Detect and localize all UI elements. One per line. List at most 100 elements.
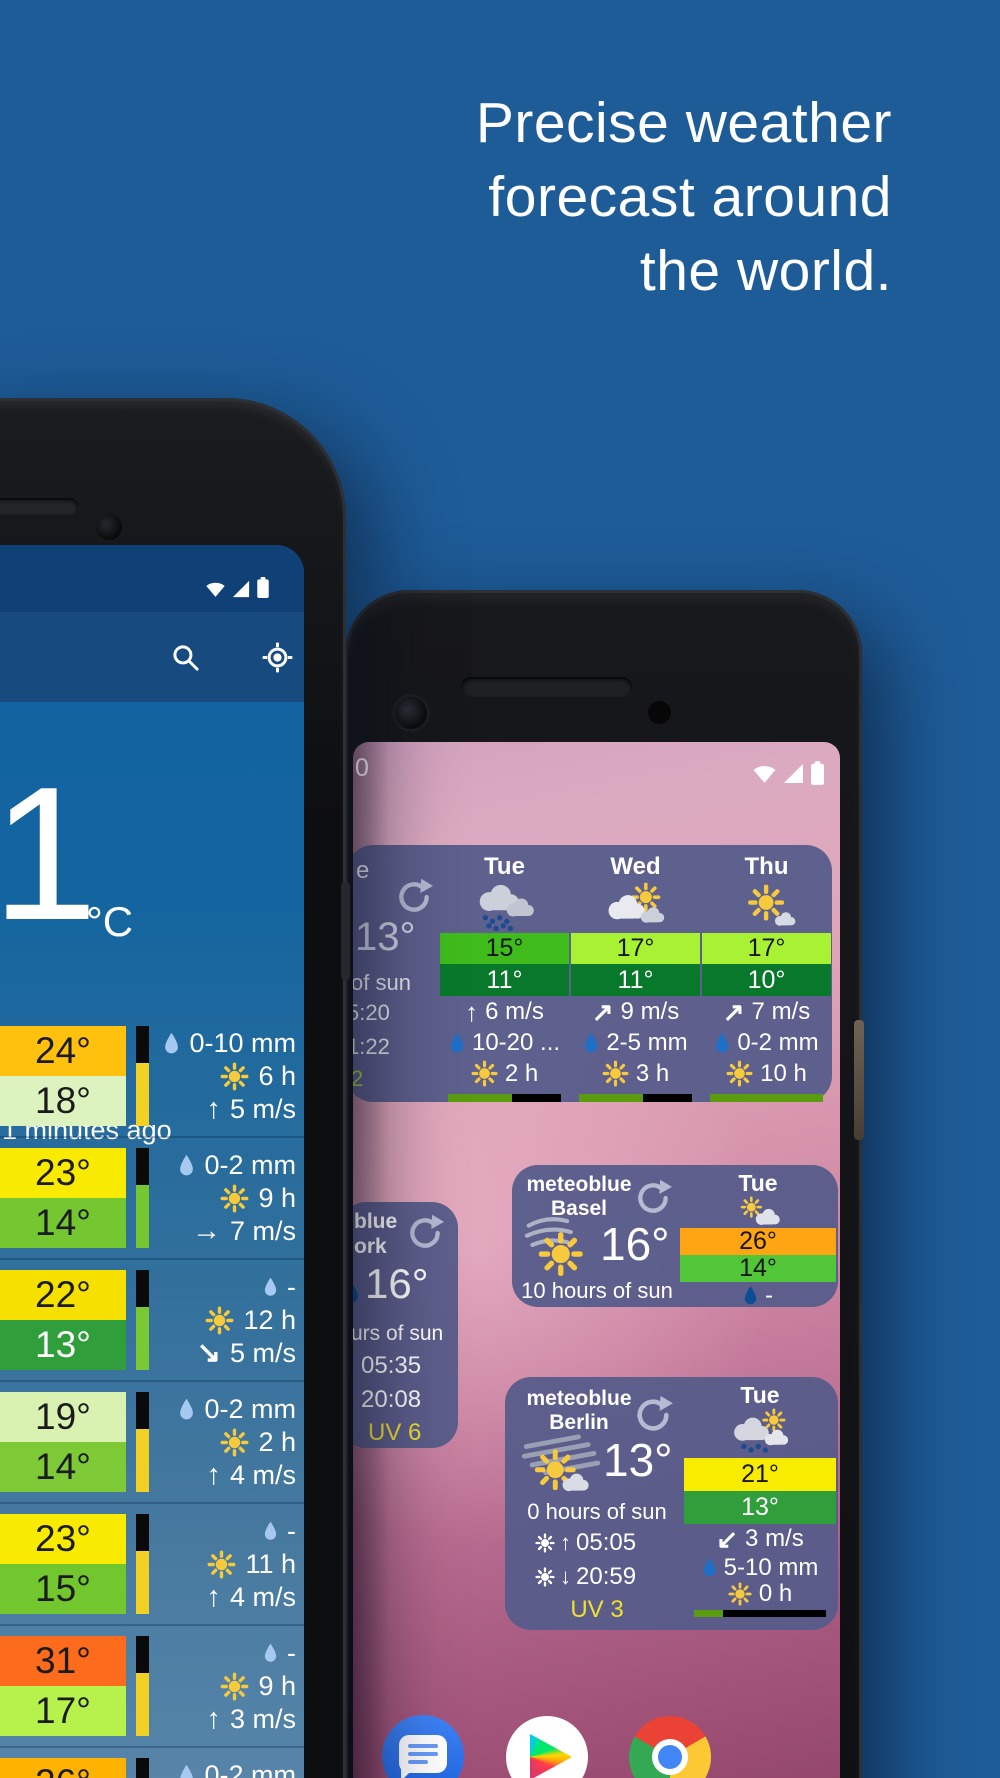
forecast-day-column-thu[interactable]: Thu 17° 10° ↗ 7 m/s 0-2 mm 10 h: [701, 845, 832, 1103]
chat-bubble: [399, 1735, 447, 1778]
forecast-widget-3day[interactable]: e 13° of sun 5:20 1:22 2 Tue: [353, 845, 832, 1103]
probability-bar: [136, 1392, 149, 1492]
low-temp: 14°: [0, 1442, 126, 1492]
current-temp: 16°: [365, 1260, 429, 1307]
probability-bar: [136, 1636, 149, 1736]
sun-icon: [220, 1062, 249, 1091]
forecast-row-3[interactable]: 22° 13° - 12 h ↘ 5 m/s: [0, 1258, 304, 1370]
sun-line: 11 h: [149, 1548, 296, 1580]
city-widget-newyork[interactable]: blue ork 16° urs of sun 05:35 20:08 UV 6: [353, 1202, 458, 1448]
wind-line: ↗ 7 m/s: [701, 996, 832, 1027]
forecast-row-7[interactable]: 26° 0-2 mm: [0, 1746, 304, 1778]
forecast-day-column-wed[interactable]: Wed 17° 11° ↗ 9 m/s 2-5 mm 3 h: [570, 845, 701, 1103]
wind-line: ↑ 6 m/s: [439, 996, 570, 1027]
probability-bar: [136, 1148, 149, 1248]
temp-cells: 19° 14°: [0, 1392, 126, 1492]
forecast-row-5[interactable]: 23° 15° - 11 h ↑ 4 m/s: [0, 1502, 304, 1614]
forecast-day-column-tue[interactable]: Tue 15° 11° ↑ 6 m/s: [439, 845, 570, 1103]
precip-amount: 10-20 ...: [471, 1028, 561, 1056]
high-temp: 23°: [0, 1148, 126, 1198]
droplet-icon: [353, 1282, 360, 1304]
sun-line: 2 h: [149, 1426, 296, 1458]
app-name: meteoblue: [526, 1387, 632, 1410]
precip-amount: 0-2 mm: [204, 1149, 296, 1180]
up-arrow-icon: ↑: [560, 1530, 571, 1555]
widget-title: meteoblue Berlin: [513, 1387, 645, 1435]
status-clock: 0: [355, 754, 369, 782]
right-phone-homescreen: 0 e 13° of sun 5:20 1:22 2 Tue: [353, 742, 840, 1778]
forecast-row-2[interactable]: 23° 14° 0-2 mm 9 h → 7 m/s: [0, 1136, 304, 1248]
precip-amount: 5-10 mm: [723, 1553, 819, 1581]
city-widget-basel[interactable]: meteoblue Basel 16° 10 hours of sun Tue: [512, 1165, 838, 1309]
search-icon[interactable]: [170, 642, 201, 673]
refresh-icon[interactable]: [634, 1179, 672, 1217]
sun-icon: [726, 1060, 753, 1087]
refresh-icon[interactable]: [395, 878, 433, 916]
forecast-row-1[interactable]: 24° 18° 0-10 mm 6 h ↑ 5 m/s: [0, 1026, 304, 1126]
forecast-row-4[interactable]: 19° 14° 0-2 mm 2 h ↑ 4 m/s: [0, 1380, 304, 1492]
refresh-icon[interactable]: [406, 1214, 444, 1252]
chrome-icon[interactable]: [629, 1716, 711, 1778]
play-store-icon[interactable]: [506, 1716, 588, 1778]
precip-line: 0-2 mm: [149, 1149, 296, 1181]
droplet-icon: [714, 1032, 730, 1054]
day-label: Wed: [610, 853, 661, 880]
wind-sun-icon: [520, 1211, 596, 1277]
sun-hours: 6 h: [258, 1060, 296, 1091]
messages-icon[interactable]: [382, 1715, 464, 1778]
sunset-icon: [535, 1567, 555, 1587]
precip-line: 2-5 mm: [570, 1027, 701, 1058]
wind-speed: 9 m/s: [620, 997, 680, 1025]
low-temp: 10°: [702, 963, 831, 997]
widget-title-cut: blue: [354, 1210, 398, 1233]
sunny-icon: [701, 881, 832, 933]
droplet-icon: [449, 1032, 465, 1054]
fog-sun-cloud-icon: [519, 1433, 607, 1493]
precip-amount: -: [287, 1515, 296, 1546]
precip-amount: -: [765, 1281, 773, 1309]
wind-arrow-icon: →: [191, 1214, 221, 1247]
sun-hours: 2 h: [258, 1426, 296, 1457]
wind-speed: 5 m/s: [229, 1093, 296, 1124]
sunrise-time: 05:05: [576, 1529, 637, 1556]
high-temp: 17°: [571, 932, 700, 964]
day-forecast-column: Tue 21° 13° ↙ 3 m/s: [682, 1377, 838, 1630]
down-arrow-icon: ↓: [560, 1564, 571, 1589]
precip-line: 0-2 mm: [149, 1759, 296, 1778]
sunset-time: 20:08: [361, 1386, 422, 1413]
droplet-icon: [702, 1557, 717, 1578]
precip-amount: -: [287, 1271, 296, 1302]
refresh-icon[interactable]: [633, 1395, 673, 1435]
wind-speed: 4 m/s: [229, 1459, 296, 1490]
chrome-center-dot: [652, 1739, 688, 1775]
precip-line: -: [149, 1515, 296, 1547]
precip-amount: 0-2 mm: [737, 1028, 819, 1056]
city-name-cut: e: [356, 857, 370, 884]
temp-cells: 23° 14°: [0, 1148, 126, 1248]
forecast-widget-city-column: e 13° of sun 5:20 1:22 2: [353, 845, 439, 1102]
headline-line-3: the world.: [639, 239, 892, 303]
forecast-row-6[interactable]: 31° 17° - 9 h ↑ 3 m/s: [0, 1624, 304, 1736]
front-camera: [96, 514, 122, 540]
power-button: [854, 1020, 864, 1140]
sun-hours: 9 h: [258, 1182, 296, 1213]
sun-icon: [220, 1428, 249, 1457]
row-details: 0-2 mm: [149, 1758, 304, 1778]
signal-icon: [232, 580, 250, 598]
widget-title: meteoblue Basel: [514, 1173, 644, 1221]
high-temp: 24°: [0, 1026, 126, 1076]
city-name: Berlin: [549, 1411, 609, 1434]
city-widget-berlin[interactable]: meteoblue Berlin 13° 0 hours of su: [505, 1377, 838, 1630]
wifi-icon: [752, 763, 777, 784]
low-temp: 14°: [680, 1254, 836, 1282]
sun-line: 10 h: [701, 1058, 832, 1089]
sun-progress-bar: [448, 1094, 561, 1103]
gps-locate-icon[interactable]: [262, 642, 293, 673]
rain-cloud-icon: [439, 881, 570, 933]
wind-arrow-icon: ↙: [716, 1524, 739, 1554]
droplet-icon: [263, 1521, 278, 1541]
right-phone-mockup: 0 e 13° of sun 5:20 1:22 2 Tue: [345, 590, 864, 1778]
high-temp: 22°: [0, 1270, 126, 1320]
uv-index: UV 6: [368, 1419, 422, 1446]
